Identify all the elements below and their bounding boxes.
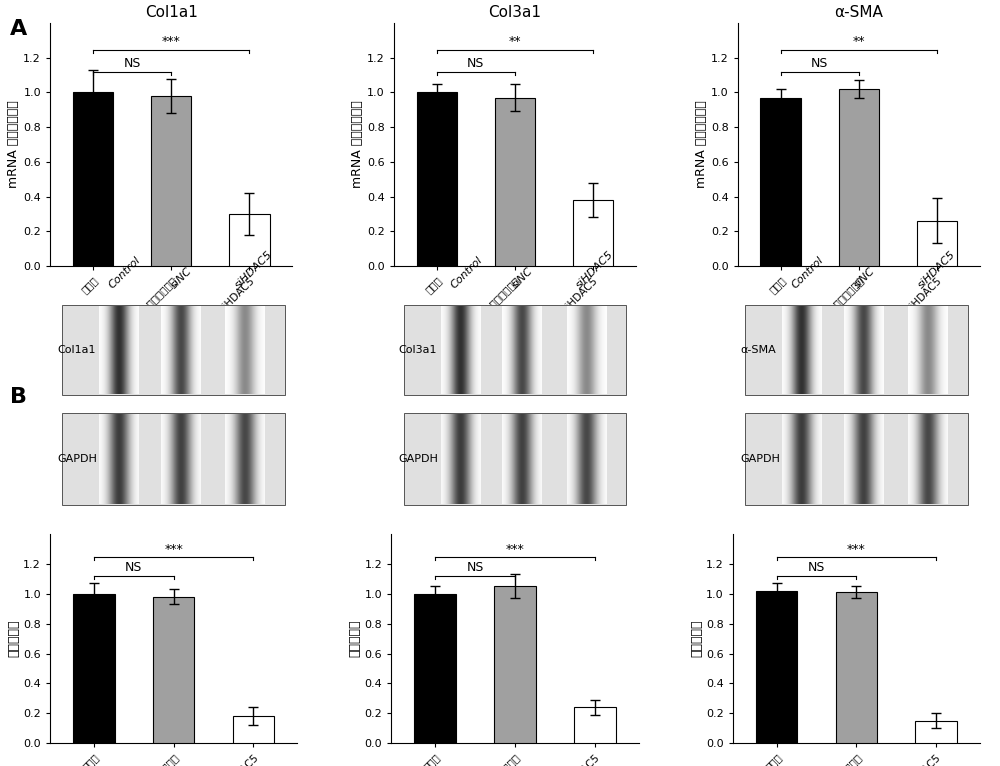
Text: siNC: siNC	[169, 265, 194, 290]
Text: siNC: siNC	[510, 265, 535, 290]
Bar	[915, 721, 957, 743]
Bar	[760, 97, 801, 266]
Text: A: A	[10, 19, 27, 39]
Bar	[756, 591, 797, 743]
Text: NS: NS	[467, 57, 485, 70]
Text: siHDAC5: siHDAC5	[233, 249, 275, 290]
Text: NS: NS	[125, 561, 142, 574]
Text: siHDAC5: siHDAC5	[916, 249, 957, 290]
Y-axis label: 累积光密度: 累积光密度	[7, 620, 20, 657]
Text: α-SMA: α-SMA	[740, 345, 776, 355]
Text: Col3a1: Col3a1	[399, 345, 437, 355]
Bar	[62, 413, 285, 505]
Bar	[917, 221, 957, 266]
Bar	[574, 707, 616, 743]
Text: NS: NS	[123, 57, 141, 70]
Bar	[233, 716, 274, 743]
Bar	[494, 587, 536, 743]
Text: NS: NS	[466, 561, 484, 574]
Y-axis label: mRNA 相对表达水平: mRNA 相对表达水平	[695, 100, 708, 188]
Text: Control: Control	[107, 254, 143, 290]
Title: Col1a1: Col1a1	[145, 5, 198, 21]
Text: GAPDH: GAPDH	[740, 454, 780, 464]
Text: ***: ***	[162, 34, 180, 47]
Text: Control: Control	[449, 254, 484, 290]
Bar	[839, 89, 879, 266]
Text: **: **	[509, 34, 521, 47]
Text: Control: Control	[790, 254, 826, 290]
Bar	[836, 592, 877, 743]
Bar	[151, 96, 191, 266]
Text: ***: ***	[164, 542, 183, 555]
Bar	[404, 413, 626, 505]
Text: GAPDH: GAPDH	[57, 454, 97, 464]
Text: B: B	[10, 387, 27, 407]
Text: **: **	[853, 34, 865, 47]
Bar	[404, 305, 626, 394]
Y-axis label: mRNA 相对表达水平: mRNA 相对表达水平	[7, 100, 20, 188]
Text: NS: NS	[811, 57, 829, 70]
Bar	[73, 93, 113, 266]
Title: α-SMA: α-SMA	[834, 5, 883, 21]
Text: NS: NS	[808, 561, 825, 574]
Bar	[73, 594, 115, 743]
Y-axis label: 累积光密度: 累积光密度	[349, 620, 362, 657]
Bar	[62, 305, 285, 394]
Bar	[414, 594, 456, 743]
Bar	[153, 597, 194, 743]
Bar	[573, 200, 613, 266]
Bar	[417, 93, 457, 266]
Text: siNC: siNC	[852, 265, 876, 290]
Text: siHDAC5: siHDAC5	[575, 249, 616, 290]
Text: GAPDH: GAPDH	[399, 454, 439, 464]
Text: ***: ***	[847, 542, 866, 555]
Y-axis label: mRNA 相对表达水平: mRNA 相对表达水平	[351, 100, 364, 188]
Bar	[495, 97, 535, 266]
Y-axis label: 累积光密度: 累积光密度	[690, 620, 703, 657]
Bar	[745, 305, 968, 394]
Bar	[229, 214, 270, 266]
Text: ***: ***	[506, 542, 524, 555]
Text: Col1a1: Col1a1	[57, 345, 96, 355]
Title: Col3a1: Col3a1	[488, 5, 542, 21]
Bar	[745, 413, 968, 505]
